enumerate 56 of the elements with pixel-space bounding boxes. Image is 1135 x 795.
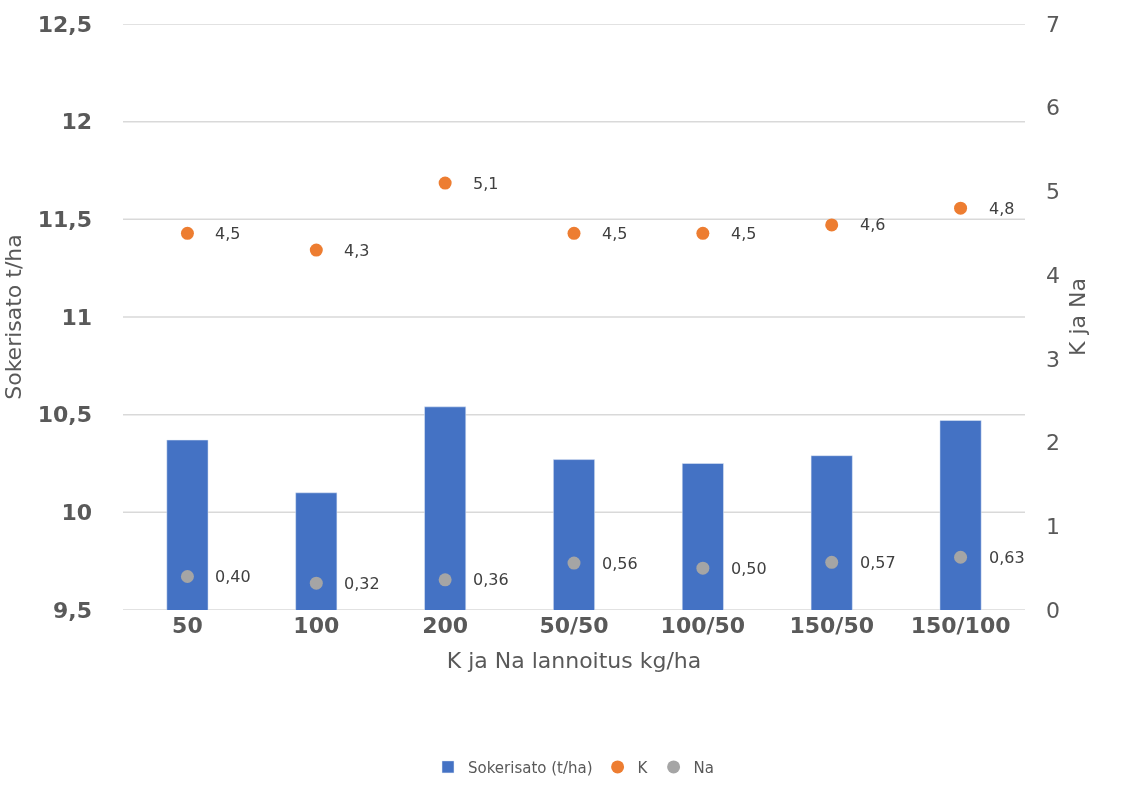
x-tick-label: 200 xyxy=(422,613,469,638)
point xyxy=(567,556,581,570)
x-tick-label: 100/50 xyxy=(660,613,746,638)
y2-tick-label: 5 xyxy=(1046,179,1060,205)
y2-tick-label: 7 xyxy=(1046,11,1060,37)
data-label: 0,57 xyxy=(860,553,896,572)
y-tick-label: 12 xyxy=(61,109,92,135)
point xyxy=(954,550,968,564)
point xyxy=(825,555,839,569)
y2-tick-label: 4 xyxy=(1046,262,1060,288)
data-label: 4,6 xyxy=(860,215,886,234)
point xyxy=(438,176,452,190)
x-tick-label: 50 xyxy=(172,613,203,638)
data-label: 0,56 xyxy=(602,554,638,573)
x-tick-label: 100 xyxy=(293,613,340,638)
x-tick-label: 50/50 xyxy=(539,613,609,638)
data-label: 4,8 xyxy=(989,199,1015,218)
point xyxy=(180,226,194,240)
legend-label: Sokerisato (t/ha) xyxy=(468,758,593,777)
data-label: 0,32 xyxy=(344,574,380,593)
y-tick-label: 12,5 xyxy=(37,11,92,37)
data-label: 4,5 xyxy=(215,224,241,243)
x-tick-label: 150/100 xyxy=(910,613,1011,638)
point xyxy=(309,243,323,257)
data-label: 4,5 xyxy=(602,224,628,243)
data-label: 0,40 xyxy=(215,567,251,586)
point xyxy=(825,218,839,232)
y-axis-title: Sokerisato t/ha xyxy=(0,234,26,400)
point xyxy=(954,201,968,215)
x-tick-label: 150/50 xyxy=(789,613,874,638)
y2-tick-label: 1 xyxy=(1046,513,1060,539)
data-label: 0,36 xyxy=(473,570,509,589)
data-label: 0,63 xyxy=(989,548,1025,567)
y-tick-label: 9,5 xyxy=(53,597,92,623)
data-label: 5,1 xyxy=(473,174,499,193)
y2-axis-title: K ja Na xyxy=(1064,278,1090,356)
y-tick-label: 10 xyxy=(61,500,92,526)
point xyxy=(696,561,710,575)
point xyxy=(180,570,194,583)
y-tick-label: 11,5 xyxy=(37,207,92,233)
point xyxy=(567,226,581,240)
x-axis-title: K ja Na lannoitus kg/ha xyxy=(446,647,702,673)
point xyxy=(438,573,452,587)
y2-tick-label: 0 xyxy=(1046,597,1060,623)
y2-tick-label: 2 xyxy=(1046,430,1060,456)
data-label: 4,5 xyxy=(731,224,757,243)
point xyxy=(696,226,710,240)
y-tick-label: 10,5 xyxy=(37,402,92,428)
point xyxy=(309,576,323,590)
legend-label: K xyxy=(637,758,649,777)
legend-label: Na xyxy=(693,758,715,777)
y-tick-label: 11 xyxy=(61,304,92,330)
y2-tick-label: 3 xyxy=(1046,346,1060,372)
data-label: 4,3 xyxy=(344,241,370,260)
data-label: 0,50 xyxy=(731,559,767,578)
y2-tick-label: 6 xyxy=(1046,95,1060,121)
